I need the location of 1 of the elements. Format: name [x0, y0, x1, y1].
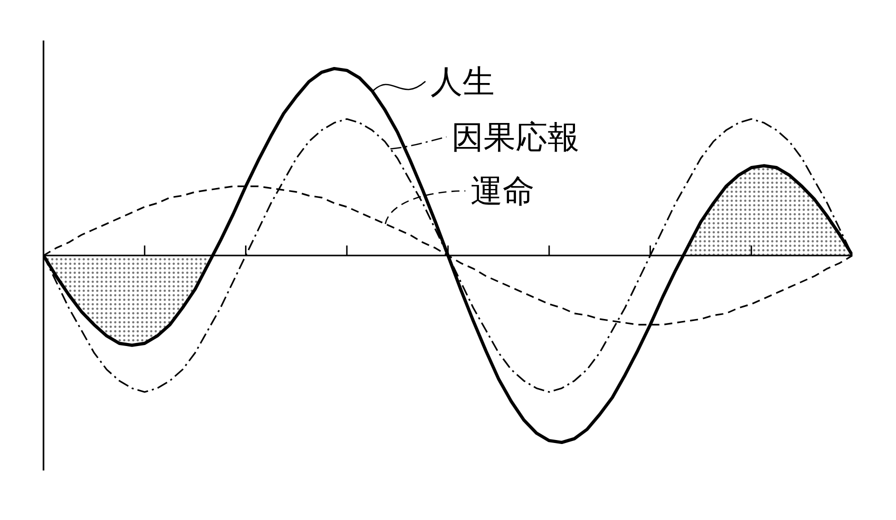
- legend-label: 人生: [430, 62, 494, 100]
